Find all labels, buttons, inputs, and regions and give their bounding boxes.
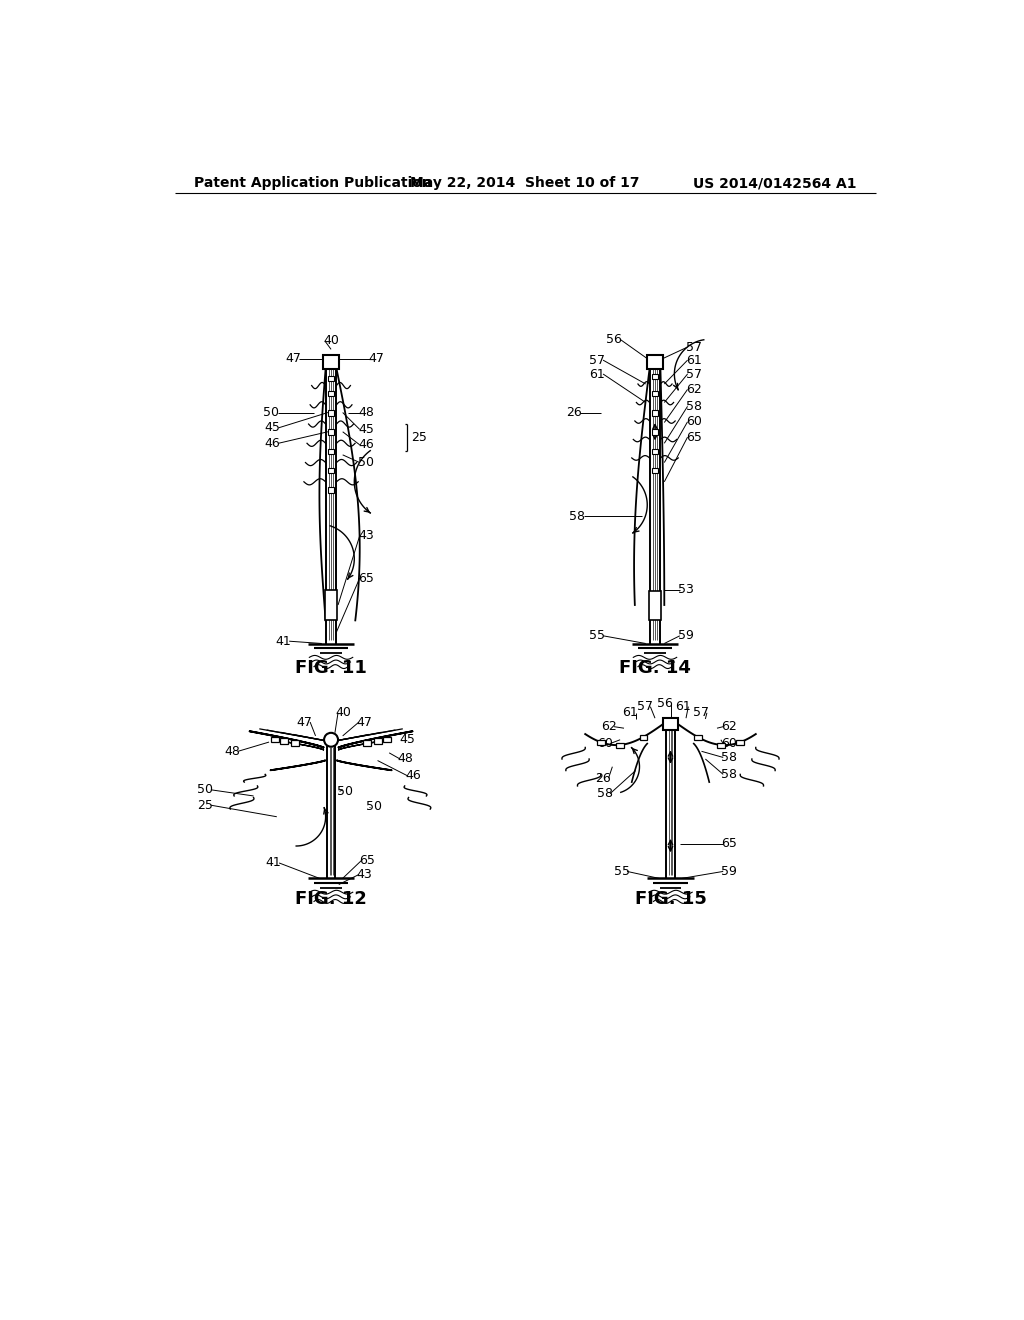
Text: 56: 56 xyxy=(606,333,622,346)
Text: 65: 65 xyxy=(358,854,375,867)
Text: 25: 25 xyxy=(411,432,427,445)
Text: 43: 43 xyxy=(358,529,374,543)
Text: 57: 57 xyxy=(637,700,653,713)
Text: 50: 50 xyxy=(198,783,213,796)
Text: 59: 59 xyxy=(678,630,694,643)
Bar xyxy=(328,391,334,396)
Text: 26: 26 xyxy=(595,772,611,785)
Text: 50: 50 xyxy=(367,800,382,813)
Text: 56: 56 xyxy=(657,697,673,710)
Text: 50: 50 xyxy=(263,407,280,418)
Text: 58: 58 xyxy=(721,751,736,764)
Text: 25: 25 xyxy=(198,799,213,812)
Bar xyxy=(328,376,334,381)
Text: 57: 57 xyxy=(693,706,710,719)
Text: US 2014/0142564 A1: US 2014/0142564 A1 xyxy=(693,176,856,190)
Text: 58: 58 xyxy=(721,768,736,781)
Bar xyxy=(271,737,279,742)
Text: 48: 48 xyxy=(358,407,374,418)
Text: 46: 46 xyxy=(264,437,280,450)
Text: 61: 61 xyxy=(623,706,638,719)
Text: 61: 61 xyxy=(675,700,691,713)
Text: FIG. 11: FIG. 11 xyxy=(295,659,367,677)
Text: 45: 45 xyxy=(399,733,415,746)
Bar xyxy=(362,741,371,746)
Text: 55: 55 xyxy=(589,630,605,643)
Bar xyxy=(652,411,658,416)
Text: 46: 46 xyxy=(358,438,374,451)
Text: 41: 41 xyxy=(266,857,282,870)
Bar xyxy=(328,429,334,434)
Circle shape xyxy=(324,733,338,747)
Text: 55: 55 xyxy=(613,865,630,878)
Text: 48: 48 xyxy=(397,752,414,766)
Text: 61: 61 xyxy=(686,354,701,367)
Text: 26: 26 xyxy=(565,407,582,418)
Bar xyxy=(663,718,678,730)
Bar xyxy=(652,374,658,379)
Text: 60: 60 xyxy=(721,737,736,750)
Bar xyxy=(374,738,382,743)
Bar xyxy=(652,429,658,434)
Text: 60: 60 xyxy=(686,416,701,428)
Bar xyxy=(325,590,337,620)
Text: 57: 57 xyxy=(686,341,701,354)
Bar xyxy=(328,449,334,454)
Text: 41: 41 xyxy=(275,635,291,648)
Text: 40: 40 xyxy=(336,706,351,719)
Text: FIG. 12: FIG. 12 xyxy=(295,890,367,908)
Bar xyxy=(281,738,288,743)
Text: 62: 62 xyxy=(686,383,701,396)
Text: 48: 48 xyxy=(224,744,241,758)
Bar xyxy=(736,741,744,746)
Bar xyxy=(383,737,391,742)
Text: 47: 47 xyxy=(285,352,301,366)
Text: 45: 45 xyxy=(358,422,374,436)
Text: 58: 58 xyxy=(686,400,701,413)
Text: 45: 45 xyxy=(264,421,281,434)
Text: 61: 61 xyxy=(589,367,605,380)
Text: 47: 47 xyxy=(297,715,312,729)
Text: 46: 46 xyxy=(406,770,421,783)
Text: 60: 60 xyxy=(597,737,612,750)
Bar xyxy=(328,469,334,474)
Text: 62: 62 xyxy=(601,721,616,733)
Text: 43: 43 xyxy=(356,869,373,880)
Text: 57: 57 xyxy=(589,354,605,367)
Bar xyxy=(616,743,624,748)
Text: FIG. 14: FIG. 14 xyxy=(620,659,691,677)
Bar xyxy=(652,391,658,396)
Text: 57: 57 xyxy=(686,367,701,380)
Text: 65: 65 xyxy=(686,430,701,444)
Text: 65: 65 xyxy=(721,837,736,850)
Text: May 22, 2014  Sheet 10 of 17: May 22, 2014 Sheet 10 of 17 xyxy=(410,176,640,190)
Text: 59: 59 xyxy=(721,865,736,878)
Text: 65: 65 xyxy=(358,572,374,585)
Text: 47: 47 xyxy=(356,715,373,729)
Bar xyxy=(324,355,339,368)
Bar xyxy=(292,741,299,746)
Bar xyxy=(328,487,334,492)
Bar xyxy=(647,355,663,368)
Text: 47: 47 xyxy=(368,352,384,366)
Bar xyxy=(640,735,647,741)
Text: 40: 40 xyxy=(324,334,339,347)
Bar xyxy=(652,469,658,474)
Text: FIG. 15: FIG. 15 xyxy=(635,890,707,908)
Text: 53: 53 xyxy=(678,583,694,597)
Text: 58: 58 xyxy=(569,510,586,523)
Text: 62: 62 xyxy=(721,721,736,733)
Text: 50: 50 xyxy=(337,785,353,797)
Text: 58: 58 xyxy=(597,787,612,800)
Bar xyxy=(717,743,725,748)
Bar xyxy=(652,449,658,454)
Bar xyxy=(328,411,334,416)
Bar xyxy=(649,591,662,620)
Text: Patent Application Publication: Patent Application Publication xyxy=(194,176,432,190)
Bar xyxy=(693,735,701,741)
Bar xyxy=(597,741,604,746)
Text: 50: 50 xyxy=(358,455,374,469)
